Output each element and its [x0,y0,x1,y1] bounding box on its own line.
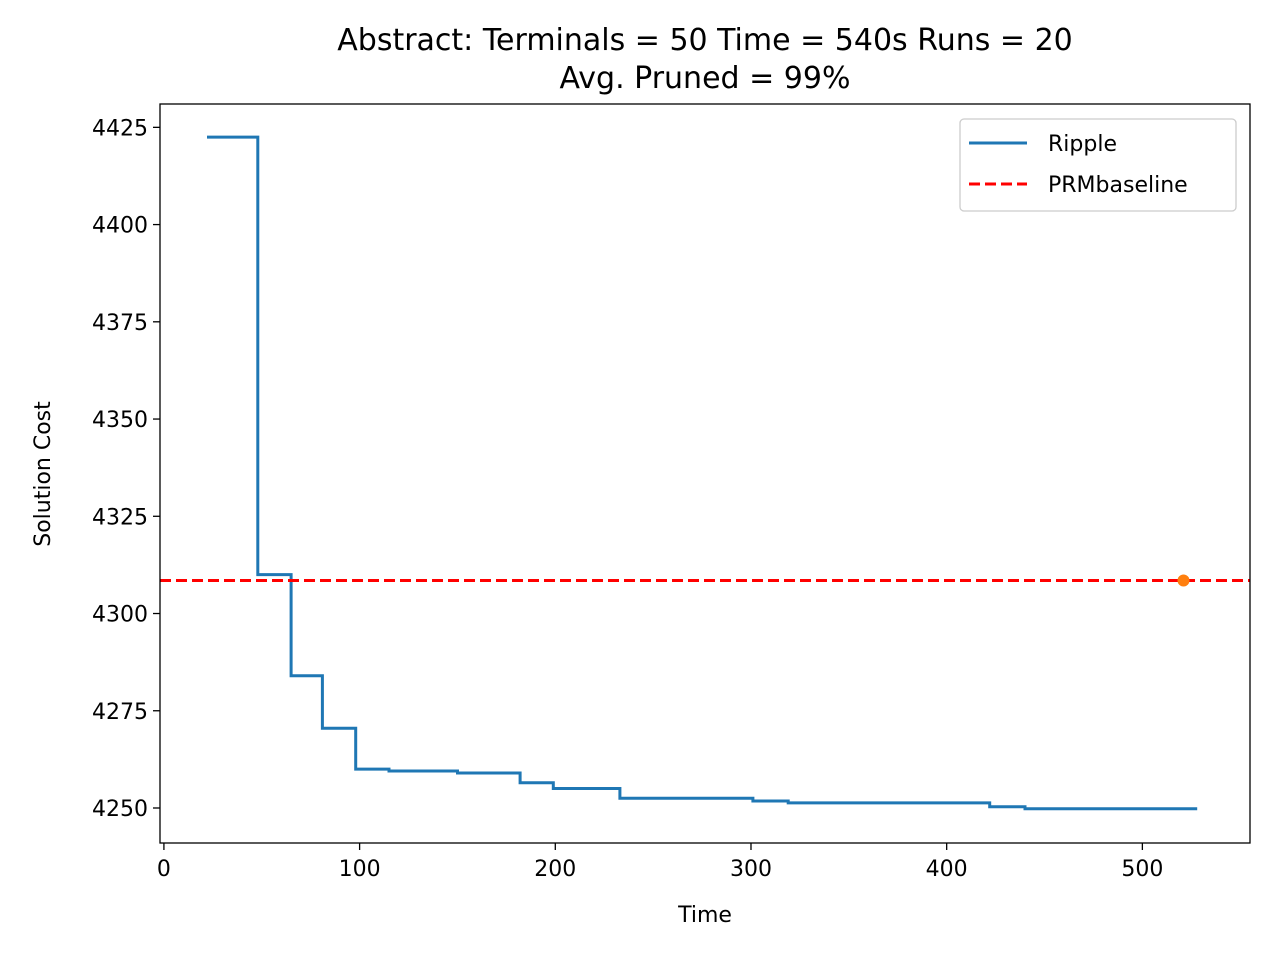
x-axis-label: Time [677,903,732,928]
baseline-marker-point [1177,574,1190,587]
axis-ticks: 0 100 200 300 400 500 4250 4275 4300 4325 4350 4375… [92,116,1163,882]
chart-title: Abstract: Terminals = 50 Time = 540s Run… [337,23,1073,58]
y-tick-label: 4250 [92,797,148,822]
x-tick-label: 500 [1121,857,1163,882]
x-tick-label: 300 [730,857,772,882]
y-tick-label: 4325 [92,505,148,530]
y-tick-label: 4375 [92,311,148,336]
series-ripple-line [207,135,1198,811]
y-tick-label: 4275 [92,700,148,725]
plot-frame [159,103,1251,844]
chart-subtitle: Avg. Pruned = 99% [560,61,851,96]
y-axis-label: Solution Cost [31,401,56,547]
x-tick-label: 0 [157,857,171,882]
legend-box [959,118,1237,212]
y-tick-label: 4400 [92,214,148,239]
y-tick-label: 4350 [92,408,148,433]
y-tick-label: 4425 [92,116,148,141]
plot-area [160,135,1250,811]
legend-label-prmbaseline: PRMbaseline [1048,173,1188,198]
x-tick-label: 200 [534,857,576,882]
legend-label-ripple: Ripple [1048,132,1117,157]
legend: Ripple PRMbaseline [959,118,1237,212]
x-tick-label: 100 [339,857,381,882]
y-tick-label: 4300 [92,603,148,628]
x-tick-label: 400 [926,857,968,882]
